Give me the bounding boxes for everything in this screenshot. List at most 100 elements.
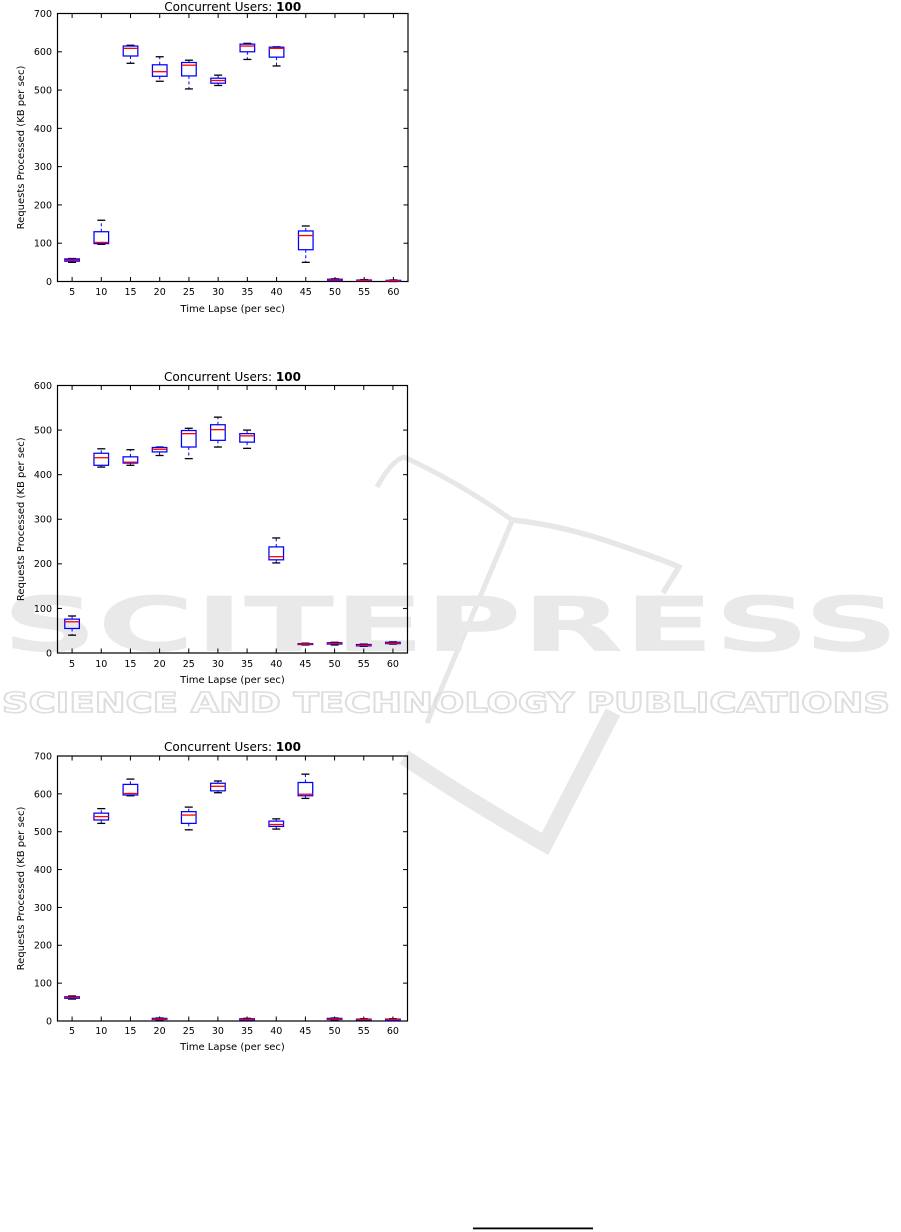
x-axis-label: Time Lapse (per sec) (179, 1042, 285, 1053)
scitepress-watermark: SCITEPRESS SCIENCE AND TECHNOLOGY PUBLIC… (1, 454, 899, 856)
box-5 (64, 615, 81, 636)
box-35 (239, 429, 256, 450)
box-60 (384, 1018, 401, 1022)
x-tick-label: 10 (95, 659, 107, 670)
box-40 (268, 46, 285, 67)
y-axis-ticks: 0 100 200 300 400 500 600 700 (34, 751, 408, 1027)
y-tick-label: 300 (34, 162, 52, 173)
footnote-rule (473, 1227, 593, 1230)
box-50 (326, 1017, 343, 1021)
x-tick-label: 55 (358, 659, 370, 670)
x-tick-label: 15 (124, 1026, 136, 1037)
x-tick-label: 15 (124, 287, 136, 298)
y-tick-label: 0 (46, 1016, 52, 1027)
y-tick-label: 500 (34, 85, 52, 96)
x-tick-label: 55 (358, 287, 370, 298)
x-tick-label: 60 (387, 659, 399, 670)
box-60 (384, 641, 401, 645)
box-20 (151, 446, 168, 457)
box-55 (355, 643, 372, 647)
iqr-box (268, 546, 285, 561)
y-tick-label: 600 (34, 47, 52, 58)
box-35 (239, 1017, 256, 1021)
axes-frame (56, 755, 409, 1022)
x-tick-label: 55 (358, 1026, 370, 1037)
iqr-box (239, 43, 256, 53)
iqr-box (64, 618, 81, 630)
y-tick-label: 700 (34, 9, 52, 20)
box-15 (122, 778, 139, 797)
logo-curve-peak (374, 454, 514, 523)
box-5 (64, 257, 81, 264)
iqr-box (122, 45, 139, 57)
y-axis-label: Requests Processed (KB per sec) (16, 437, 27, 601)
box-30 (209, 416, 226, 448)
iqr-box (268, 820, 285, 828)
box-45 (297, 642, 314, 646)
chart-title: Concurrent Users: 100 (164, 740, 301, 754)
box-5 (64, 995, 81, 1000)
x-tick-label: 10 (95, 1026, 107, 1037)
iqr-box (180, 811, 197, 825)
watermark-wordmark: SCITEPRESS (2, 580, 899, 669)
x-axis-label: Time Lapse (per sec) (179, 675, 285, 686)
iqr-box (122, 456, 139, 464)
y-tick-label: 400 (34, 865, 52, 876)
x-tick-label: 50 (329, 659, 341, 670)
y-tick-label: 600 (34, 789, 52, 800)
x-tick-label: 20 (154, 287, 166, 298)
y-tick-label: 700 (34, 751, 52, 762)
x-tick-label: 5 (69, 659, 75, 670)
box-20 (151, 56, 168, 82)
x-tick-label: 45 (299, 659, 311, 670)
watermark-subtitle: SCIENCE AND TECHNOLOGY PUBLICATIONS (2, 686, 890, 719)
box-60 (385, 279, 402, 283)
y-axis-label: Requests Processed (KB per sec) (16, 807, 27, 971)
x-tick-label: 15 (124, 659, 136, 670)
x-tick-label: 35 (241, 1026, 253, 1037)
x-axis-ticks: 5 10 15 20 25 30 35 40 45 50 55 60 (69, 13, 399, 298)
y-tick-label: 600 (34, 381, 52, 392)
box-45 (297, 225, 314, 264)
iqr-box (93, 452, 110, 466)
box-25 (181, 59, 197, 90)
axes-frame (56, 12, 409, 283)
x-tick-label: 25 (183, 287, 195, 298)
iqr-box (297, 230, 314, 251)
y-tick-label: 200 (34, 941, 52, 952)
y-tick-label: 500 (34, 827, 52, 838)
logo-check-swoosh (399, 708, 621, 856)
x-tick-label: 40 (271, 287, 283, 298)
box-40 (268, 818, 285, 830)
y-tick-label: 100 (34, 604, 52, 615)
box-40 (268, 537, 285, 564)
chart-title: Concurrent Users: 100 (164, 370, 301, 384)
y-tick-label: 200 (34, 200, 52, 211)
y-tick-label: 300 (34, 903, 52, 914)
iqr-box (209, 782, 226, 792)
box-10 (93, 807, 110, 825)
box-25 (180, 427, 197, 460)
logo-curve-diagonal (424, 520, 515, 724)
iqr-box (268, 46, 285, 58)
iqr-box (151, 64, 168, 77)
y-tick-label: 200 (34, 559, 52, 570)
y-tick-label: 0 (46, 277, 52, 288)
x-tick-label: 20 (154, 1026, 166, 1037)
iqr-box (209, 424, 226, 441)
x-tick-label: 35 (241, 287, 253, 298)
x-tick-label: 60 (387, 287, 399, 298)
y-axis-ticks: 0 100 200 300 400 500 600 700 (34, 9, 408, 288)
boxplot-chart-2: 0 100 200 300 400 500 600 5 10 15 20 25 30 35 40 45 50 55… (16, 370, 409, 686)
x-tick-label: 5 (69, 1026, 75, 1037)
x-tick-label: 40 (270, 659, 282, 670)
x-tick-label: 30 (212, 287, 224, 298)
y-tick-label: 100 (34, 239, 52, 250)
x-tick-label: 10 (95, 287, 107, 298)
box-30 (210, 74, 227, 87)
